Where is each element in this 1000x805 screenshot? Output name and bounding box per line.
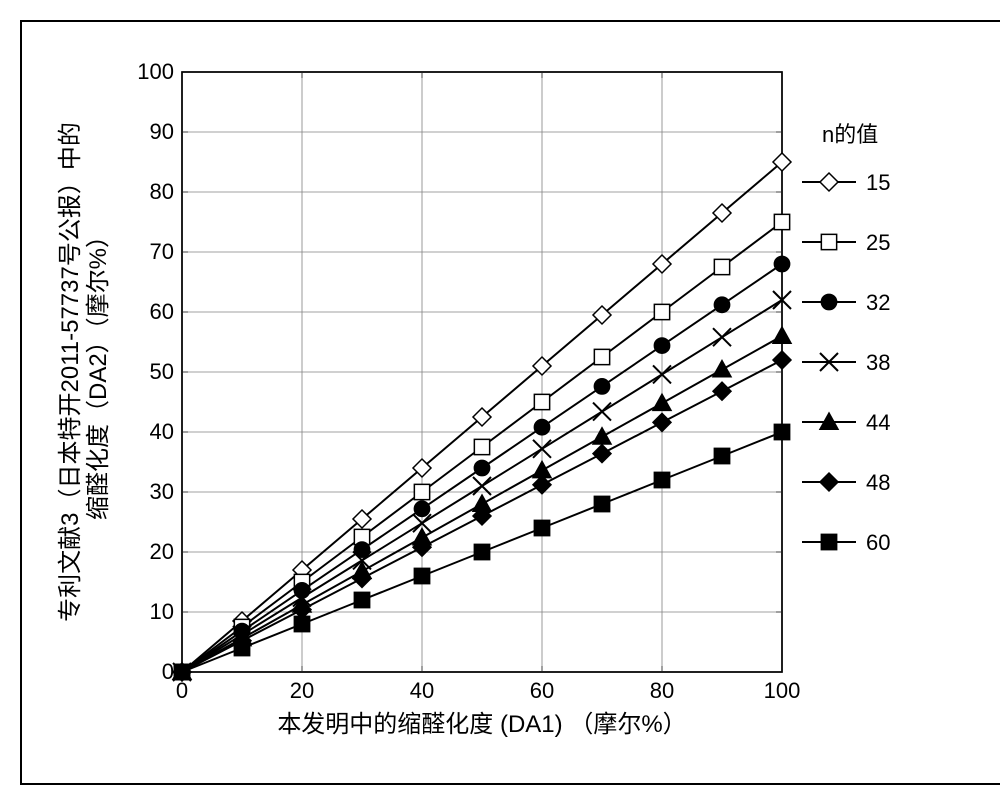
legend-label: 38 bbox=[866, 350, 890, 375]
xtick-label: 80 bbox=[650, 678, 674, 703]
legend-label: 25 bbox=[866, 230, 890, 255]
marker-square bbox=[534, 520, 549, 535]
chart-frame: 0102030405060708090100020406080100本发明中的缩… bbox=[20, 20, 1000, 785]
marker-diamond bbox=[820, 173, 838, 191]
marker-circle bbox=[714, 297, 729, 312]
xtick-label: 60 bbox=[530, 678, 554, 703]
xtick-label: 100 bbox=[764, 678, 801, 703]
legend-label: 48 bbox=[866, 470, 890, 495]
ytick-label: 10 bbox=[150, 599, 174, 624]
legend-title: n的值 bbox=[822, 122, 878, 147]
marker-circle bbox=[534, 420, 549, 435]
ytick-label: 100 bbox=[137, 59, 174, 84]
marker-diamond bbox=[820, 473, 838, 491]
marker-circle bbox=[821, 294, 836, 309]
marker-square bbox=[414, 484, 429, 499]
legend: n的值 15 25 32 38 44 48 60 bbox=[802, 122, 890, 555]
ytick-label: 80 bbox=[150, 179, 174, 204]
ytick-label: 20 bbox=[150, 539, 174, 564]
marker-square bbox=[294, 616, 309, 631]
ytick-label: 90 bbox=[150, 119, 174, 144]
marker-square bbox=[654, 304, 669, 319]
marker-circle bbox=[774, 256, 789, 271]
x-axis-label: 本发明中的缩醛化度 (DA1) （摩尔%） bbox=[277, 711, 686, 738]
marker-square bbox=[774, 214, 789, 229]
marker-square bbox=[594, 496, 609, 511]
marker-circle bbox=[594, 379, 609, 394]
marker-square bbox=[354, 592, 369, 607]
xtick-label: 20 bbox=[290, 678, 314, 703]
legend-label: 44 bbox=[866, 410, 890, 435]
marker-square bbox=[714, 448, 729, 463]
ytick-label: 70 bbox=[150, 239, 174, 264]
ytick-label: 0 bbox=[162, 659, 174, 684]
ytick-label: 60 bbox=[150, 299, 174, 324]
marker-square bbox=[654, 472, 669, 487]
legend-label: 15 bbox=[866, 170, 890, 195]
marker-circle bbox=[654, 338, 669, 353]
legend-label: 60 bbox=[866, 530, 890, 555]
ytick-label: 40 bbox=[150, 419, 174, 444]
xtick-label: 40 bbox=[410, 678, 434, 703]
marker-square bbox=[821, 234, 836, 249]
marker-square bbox=[414, 568, 429, 583]
chart-svg: 0102030405060708090100020406080100本发明中的缩… bbox=[42, 42, 1000, 762]
marker-square bbox=[234, 640, 249, 655]
marker-circle bbox=[474, 460, 489, 475]
marker-square bbox=[821, 534, 836, 549]
ytick-label: 30 bbox=[150, 479, 174, 504]
ytick-label: 50 bbox=[150, 359, 174, 384]
marker-square bbox=[594, 349, 609, 364]
marker-square bbox=[714, 259, 729, 274]
marker-square bbox=[774, 424, 789, 439]
marker-circle bbox=[414, 501, 429, 516]
marker-square bbox=[534, 394, 549, 409]
marker-square bbox=[474, 544, 489, 559]
y-axis-label: 专利文献3（日本特开2011-57737号公报）中的缩醛化度（DA2）（摩尔%） bbox=[57, 122, 112, 622]
legend-label: 32 bbox=[866, 290, 890, 315]
marker-square bbox=[174, 664, 189, 679]
marker-square bbox=[474, 439, 489, 454]
